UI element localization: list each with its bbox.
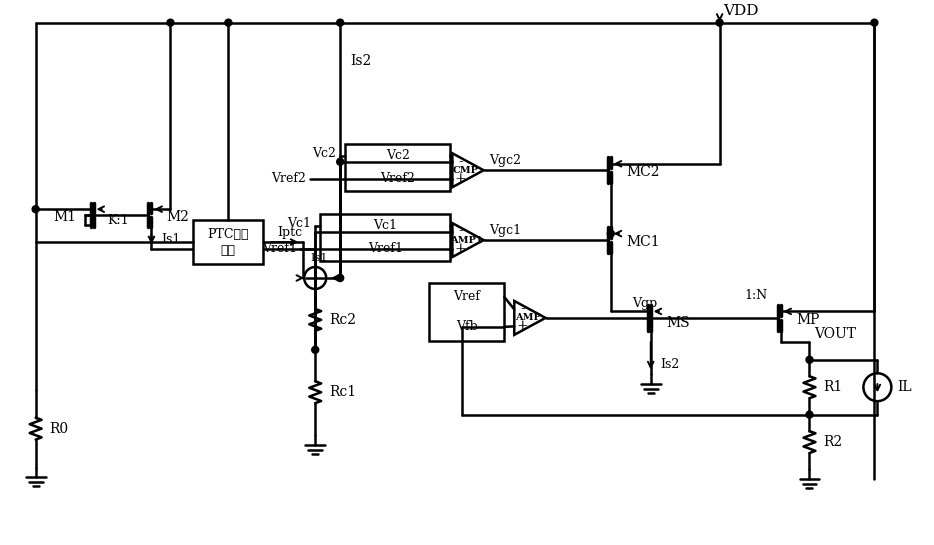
Circle shape (225, 19, 232, 26)
Text: VDD: VDD (724, 4, 759, 17)
Circle shape (870, 19, 878, 26)
FancyBboxPatch shape (320, 214, 450, 261)
Text: -: - (458, 225, 462, 239)
Circle shape (607, 230, 615, 237)
Text: +: + (455, 241, 466, 256)
Text: Vc1: Vc1 (374, 219, 397, 232)
Text: K:1: K:1 (107, 214, 129, 227)
Text: Vgc2: Vgc2 (489, 154, 521, 167)
Circle shape (336, 19, 344, 26)
Text: Is2: Is2 (660, 358, 680, 371)
Text: Vref: Vref (453, 290, 480, 304)
Text: VOUT: VOUT (814, 328, 856, 341)
Circle shape (312, 346, 318, 353)
Circle shape (806, 411, 813, 418)
Text: Rc1: Rc1 (329, 385, 357, 399)
Text: Is1: Is1 (310, 253, 328, 263)
Text: R0: R0 (50, 422, 69, 435)
Text: M2: M2 (166, 210, 190, 224)
Text: MC1: MC1 (627, 235, 660, 249)
Text: Is2: Is2 (350, 53, 372, 68)
Text: Vgc1: Vgc1 (489, 223, 522, 237)
Text: M1: M1 (53, 210, 77, 224)
Text: +: + (455, 172, 466, 186)
Circle shape (806, 356, 813, 364)
Text: -: - (520, 302, 525, 317)
Text: Vref1: Vref1 (368, 242, 403, 255)
Text: Vfb: Vfb (456, 320, 477, 334)
Text: Vref1: Vref1 (262, 242, 297, 255)
Text: Vc2: Vc2 (312, 147, 336, 160)
Text: Rc2: Rc2 (329, 313, 356, 327)
FancyBboxPatch shape (193, 220, 263, 264)
Circle shape (716, 19, 723, 26)
Text: MP: MP (797, 313, 820, 327)
Circle shape (32, 205, 39, 213)
Text: PTC电流: PTC电流 (207, 228, 249, 240)
Text: Is1: Is1 (162, 233, 181, 246)
Text: Vgp: Vgp (632, 298, 658, 311)
Text: Vc2: Vc2 (386, 149, 410, 162)
Text: R2: R2 (824, 435, 842, 449)
Text: -: - (458, 155, 462, 169)
Circle shape (336, 275, 344, 281)
Text: MC2: MC2 (627, 165, 660, 179)
Circle shape (336, 158, 344, 165)
Text: AMP: AMP (515, 313, 541, 323)
Text: Vc1: Vc1 (288, 217, 311, 230)
Text: Iptc: Iptc (277, 226, 303, 239)
Text: 生成: 生成 (220, 244, 236, 257)
Text: Vref2: Vref2 (380, 172, 416, 185)
Circle shape (167, 19, 174, 26)
Text: CMP: CMP (453, 166, 479, 175)
Text: MS: MS (667, 316, 690, 330)
Text: R1: R1 (824, 380, 842, 394)
FancyBboxPatch shape (346, 144, 450, 191)
Text: IL: IL (898, 380, 912, 394)
Text: Vref2: Vref2 (272, 172, 306, 185)
Text: AMP1: AMP1 (450, 235, 482, 245)
Text: 1:N: 1:N (744, 289, 767, 302)
Text: +: + (517, 319, 528, 334)
FancyBboxPatch shape (430, 283, 504, 341)
